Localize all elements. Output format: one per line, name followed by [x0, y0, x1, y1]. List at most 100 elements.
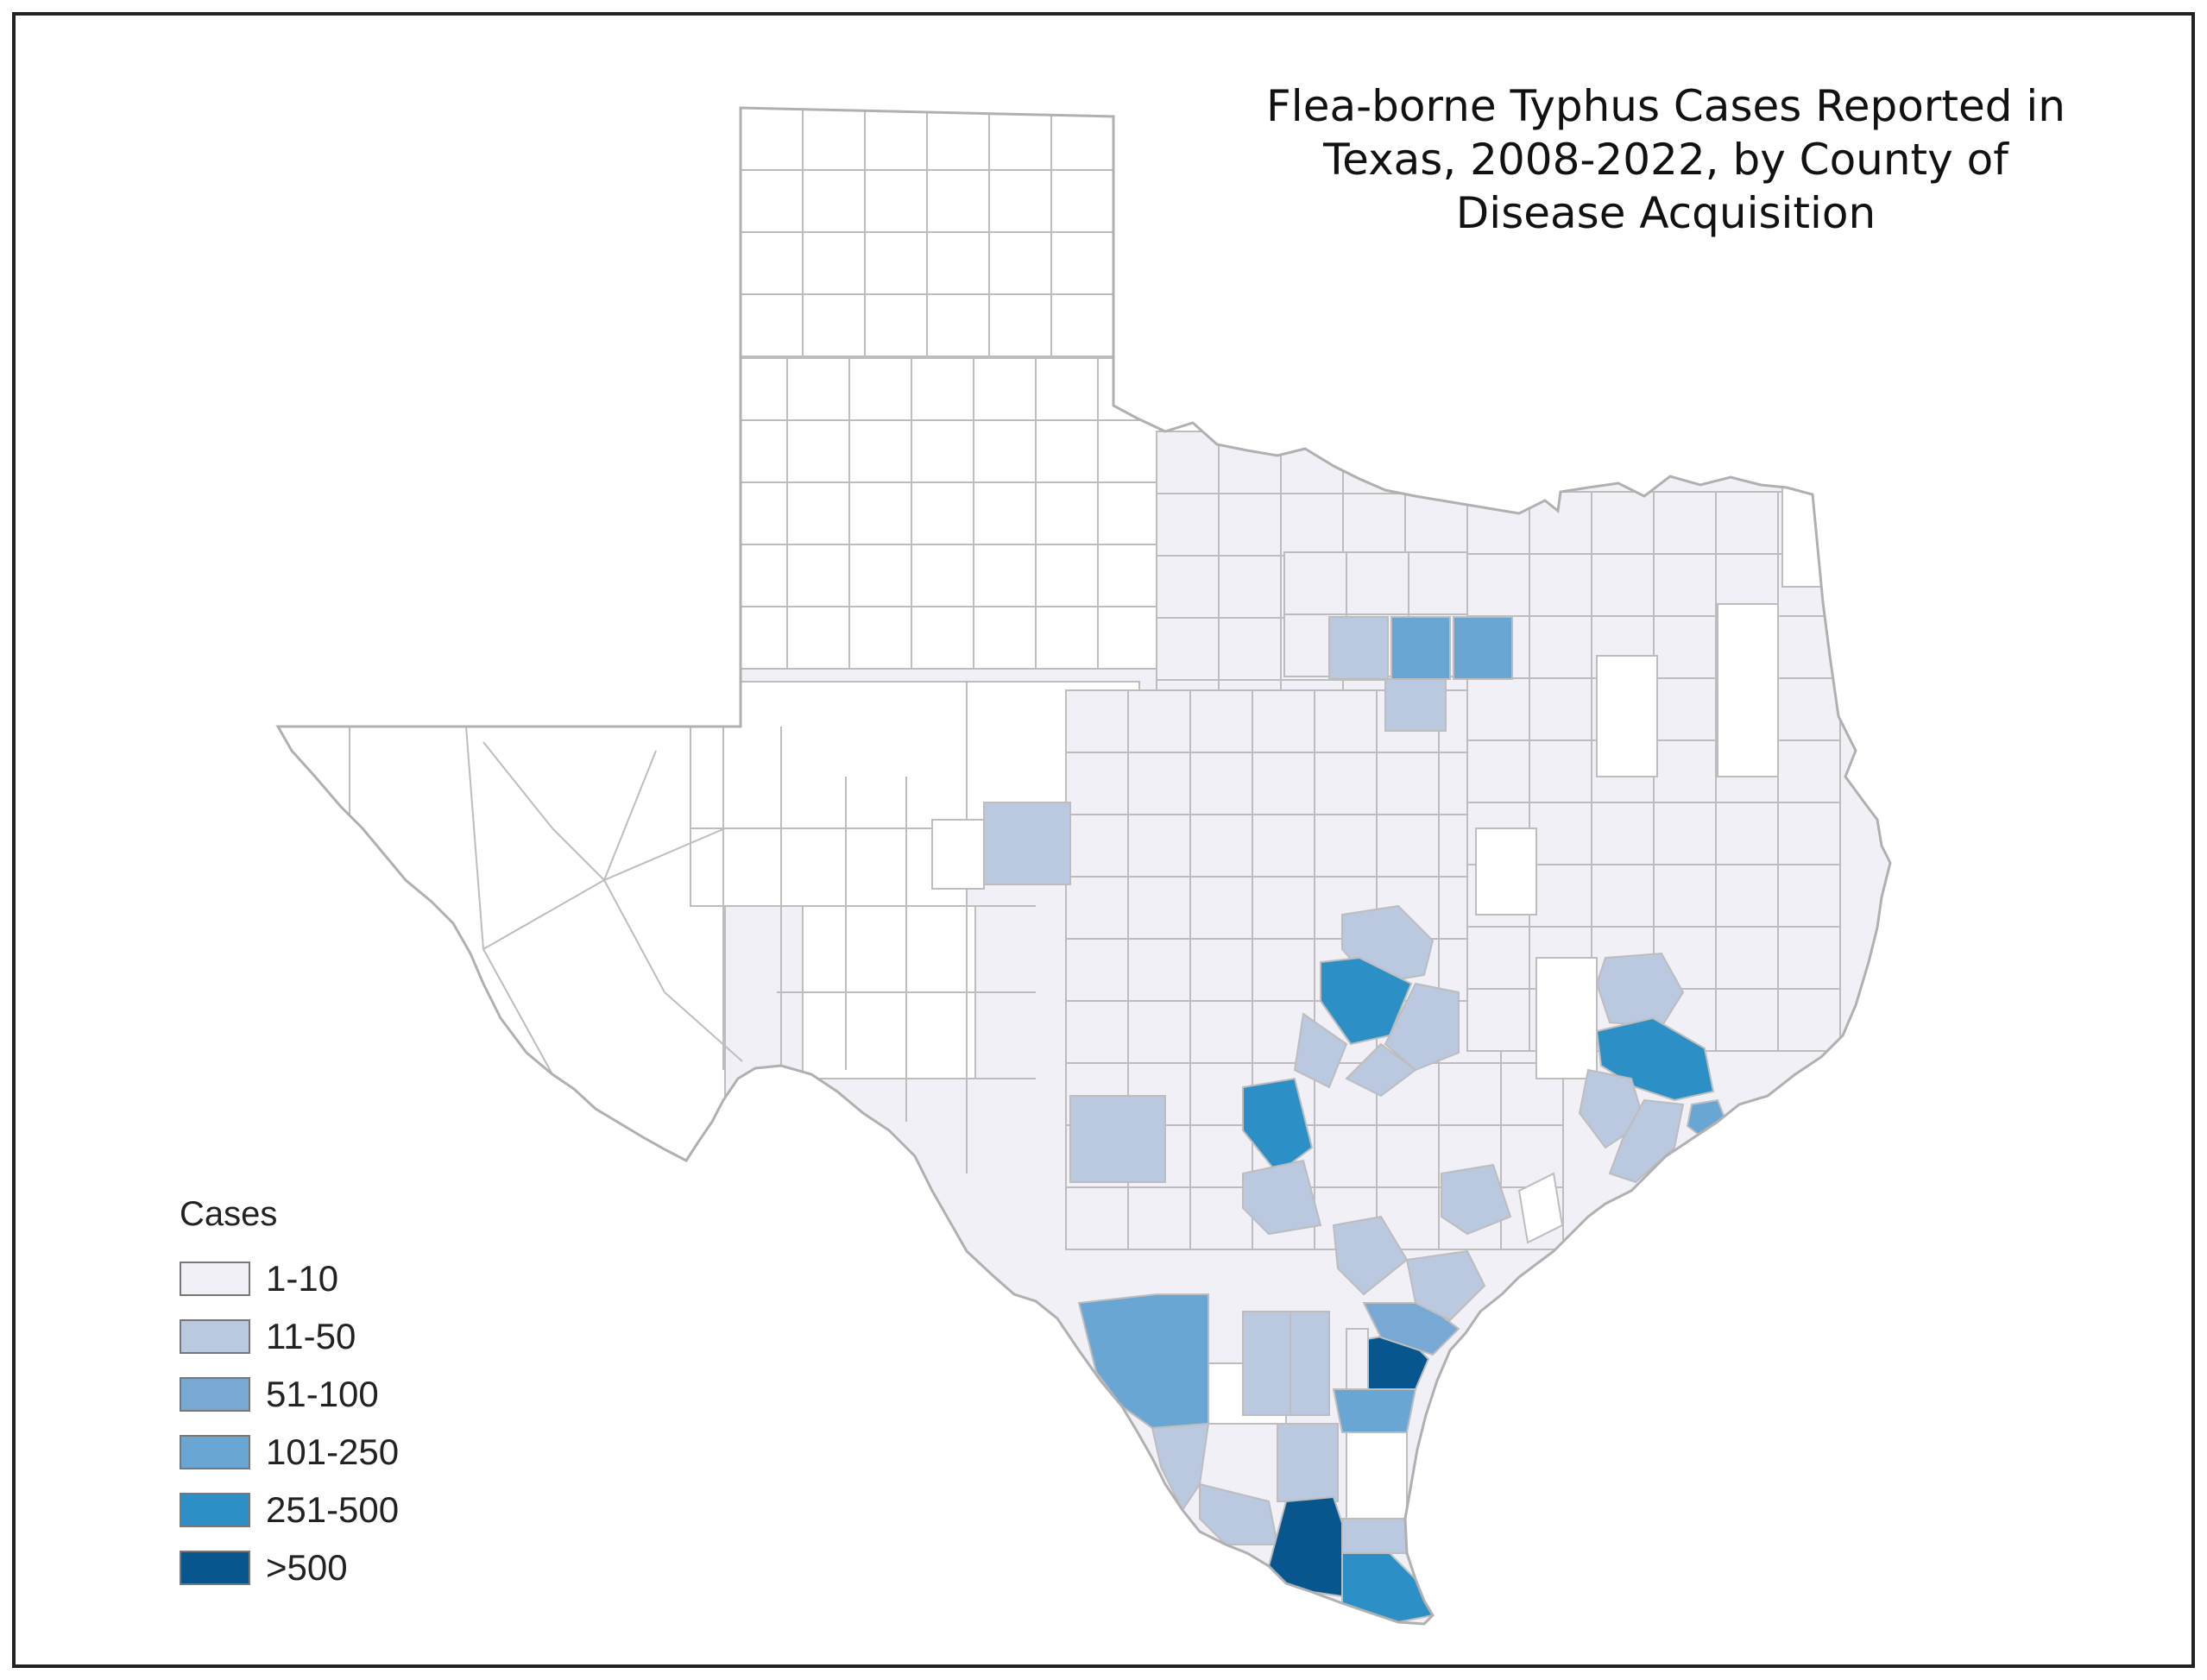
legend-swatch	[180, 1492, 250, 1527]
legend-swatch	[180, 1434, 250, 1469]
county	[1777, 677, 1841, 741]
county	[1127, 689, 1191, 753]
county	[1453, 616, 1513, 680]
county	[1035, 357, 1099, 421]
county	[1277, 1423, 1339, 1502]
county	[802, 169, 866, 233]
legend-swatch	[180, 1550, 250, 1585]
legend-title: Cases	[180, 1195, 278, 1233]
county	[1653, 615, 1717, 679]
county	[1314, 752, 1378, 815]
county	[864, 108, 928, 171]
legend-item: >500	[180, 1538, 399, 1596]
county	[1189, 876, 1253, 940]
county	[724, 481, 788, 545]
county	[786, 606, 850, 670]
county	[1390, 616, 1451, 680]
county	[1362, 1302, 1460, 1356]
county	[1376, 1124, 1440, 1188]
county	[1252, 938, 1315, 1002]
county	[1591, 802, 1655, 865]
county	[1715, 802, 1779, 865]
county	[1466, 988, 1530, 1052]
county	[988, 108, 1052, 171]
county	[1156, 555, 1220, 619]
county	[740, 108, 804, 171]
map-title-line-2: Texas, 2008-2022, by County of	[1323, 135, 2008, 185]
county	[1252, 876, 1315, 940]
county	[1653, 864, 1717, 928]
county	[926, 231, 990, 295]
county	[1050, 231, 1114, 295]
county	[1218, 555, 1282, 619]
county	[1242, 1159, 1322, 1236]
map-title: Flea-borne Typhus Cases Reported in Texa…	[1191, 79, 2141, 240]
county	[1717, 603, 1779, 777]
county	[864, 169, 928, 233]
legend-label: 101-250	[266, 1431, 400, 1472]
county	[1065, 689, 1129, 753]
county	[1290, 1311, 1330, 1416]
county	[278, 724, 726, 1209]
county	[864, 293, 928, 357]
county-border	[465, 726, 484, 950]
county	[1065, 752, 1129, 815]
county	[1384, 678, 1447, 732]
county	[1591, 864, 1655, 928]
legend-item: 1-10	[180, 1249, 399, 1307]
county	[786, 544, 850, 607]
county	[1314, 1124, 1378, 1188]
county	[1591, 553, 1655, 617]
county	[724, 544, 788, 607]
legend-label: 1-10	[266, 1257, 339, 1299]
county	[1529, 677, 1592, 741]
legend-swatch	[180, 1318, 250, 1354]
county	[786, 419, 850, 483]
county	[1293, 1012, 1348, 1089]
county	[926, 108, 990, 171]
county	[1408, 551, 1472, 615]
county	[802, 108, 866, 171]
county	[1156, 493, 1220, 557]
county	[864, 231, 928, 295]
county	[724, 419, 788, 483]
county	[1332, 1215, 1409, 1296]
county	[848, 419, 912, 483]
county	[1156, 617, 1220, 681]
county	[1189, 752, 1253, 815]
county	[1280, 493, 1344, 557]
county	[1280, 431, 1344, 494]
legend: Cases 1-10 11-50 51-100 101-250 251-500 >500	[180, 1195, 399, 1596]
county	[1332, 1388, 1417, 1433]
legend-item: 51-100	[180, 1365, 399, 1423]
county	[802, 231, 866, 295]
county	[1777, 739, 1841, 803]
map-title-line-1: Flea-borne Typhus Cases Reported in	[1266, 81, 2065, 131]
county	[1438, 1062, 1502, 1126]
county	[926, 293, 990, 357]
county	[740, 169, 804, 233]
county	[1314, 689, 1378, 753]
county	[1218, 617, 1282, 681]
county-border	[664, 991, 743, 1062]
county	[1156, 431, 1220, 494]
county-border	[603, 750, 657, 881]
county	[1653, 553, 1717, 617]
county	[1065, 814, 1129, 878]
county	[973, 481, 1037, 545]
legend-label: 251-500	[266, 1488, 400, 1530]
county	[1097, 544, 1161, 607]
county	[1127, 814, 1191, 878]
county	[1653, 739, 1717, 803]
county-border	[603, 879, 665, 993]
county	[973, 419, 1037, 483]
county	[848, 357, 912, 421]
county	[911, 481, 974, 545]
county	[1097, 419, 1161, 483]
county	[1189, 1000, 1253, 1064]
legend-swatch	[180, 1376, 250, 1412]
county	[1050, 293, 1114, 357]
county	[1097, 481, 1161, 545]
county	[1035, 606, 1099, 670]
county	[1097, 357, 1161, 421]
